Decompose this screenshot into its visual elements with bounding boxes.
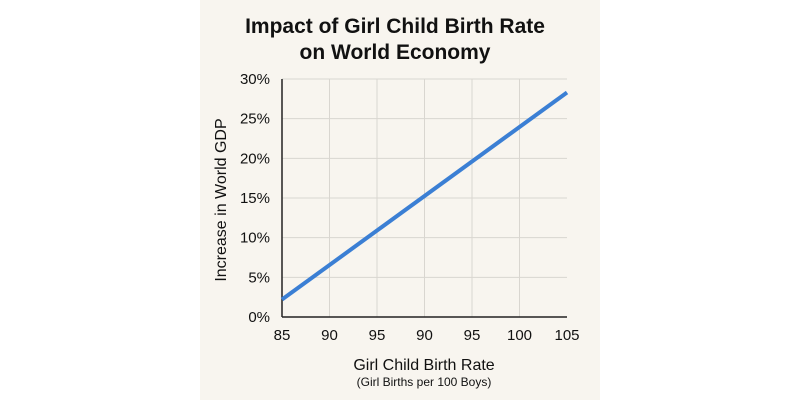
x-tick-label: 95 xyxy=(369,327,386,344)
x-tick-label: 85 xyxy=(274,327,291,344)
x-tick-label: 95 xyxy=(464,327,481,344)
line-chart: Impact of Girl Child Birth Rate on World… xyxy=(213,15,580,389)
x-tick-label: 90 xyxy=(321,327,338,344)
y-tick-label: 25% xyxy=(240,111,270,128)
x-axis-sublabel: (Girl Births per 100 Boys) xyxy=(357,375,492,389)
x-tick-label: 105 xyxy=(554,327,579,344)
chart-title-line-1: Impact of Girl Child Birth Rate xyxy=(245,15,545,38)
chart-title-line-2: on World Economy xyxy=(300,41,491,64)
x-tick-label: 100 xyxy=(507,327,532,344)
axes xyxy=(281,79,567,318)
y-tick-label: 10% xyxy=(240,230,270,247)
y-axis-label: Increase in World GDP xyxy=(213,118,230,281)
chart-card: Impact of Girl Child Birth Rate on World… xyxy=(200,0,600,400)
series-line xyxy=(280,90,569,302)
x-axis-label: Girl Child Birth Rate xyxy=(353,357,494,374)
series xyxy=(280,90,569,302)
y-tick-label: 15% xyxy=(240,190,270,207)
y-tick-label: 20% xyxy=(240,150,270,167)
grid xyxy=(282,78,567,317)
y-axis-ticks: 0% 5% 10% 15% 20% 25% 30% xyxy=(240,71,270,326)
y-tick-label: 30% xyxy=(240,71,270,88)
y-tick-label: 0% xyxy=(248,309,270,326)
x-axis-ticks: 85 90 95 90 95 100 105 xyxy=(274,327,580,344)
x-tick-label: 90 xyxy=(416,327,433,344)
y-tick-label: 5% xyxy=(248,269,270,286)
